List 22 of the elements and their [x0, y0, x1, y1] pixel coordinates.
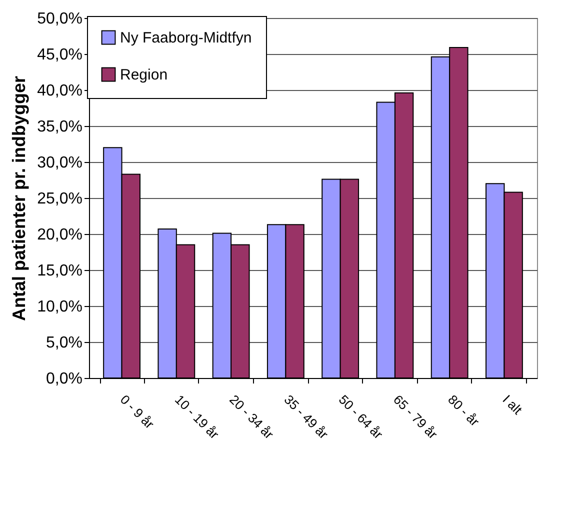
- x-tick-label: 35 - 49 år: [281, 392, 332, 442]
- legend-label: Region: [120, 66, 168, 84]
- y-tick-label: 20,0%: [37, 226, 82, 244]
- y-tick-label: 50,0%: [37, 10, 82, 28]
- legend-label: Ny Faaborg-Midtfyn: [120, 30, 252, 46]
- x-tick-label: 65 - 79 år: [390, 392, 441, 442]
- y-tick-label: 10,0%: [37, 298, 82, 316]
- y-tick-label: 45,0%: [37, 46, 82, 64]
- y-tick-label: 0,0%: [46, 370, 82, 388]
- y-axis-title: Antal patienter pr. indbygger: [9, 76, 30, 322]
- y-tick-label: 5,0%: [46, 334, 82, 352]
- y-tick-label: 35,0%: [37, 118, 82, 136]
- y-tick-label: 15,0%: [37, 262, 82, 280]
- y-tick-label: 25,0%: [37, 190, 82, 208]
- x-tick-label: 80 - år: [445, 392, 483, 430]
- x-tick-label: 0 - 9 år: [117, 392, 158, 432]
- x-tick-label: 50 - 64 år: [336, 392, 386, 442]
- x-tick-label: 10 - 19 år: [172, 392, 222, 442]
- x-tick-label: I alt: [500, 392, 526, 418]
- y-tick-label: 30,0%: [37, 154, 82, 172]
- x-tick-label: 20 - 34 år: [226, 392, 278, 442]
- y-tick-label: 40,0%: [37, 82, 82, 100]
